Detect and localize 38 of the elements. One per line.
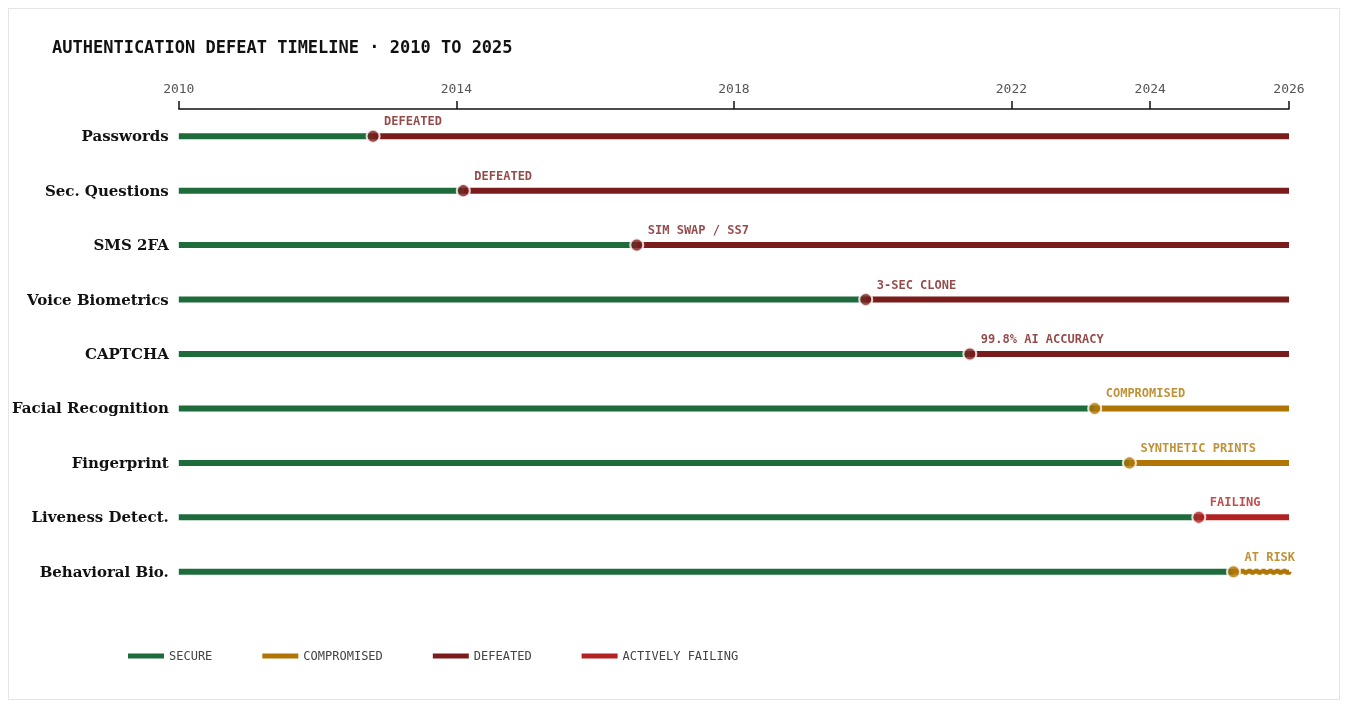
legend-label: SECURE (169, 649, 213, 663)
legend-label: ACTIVELY FAILING (622, 649, 739, 663)
y-tick-label: Fingerprint (71, 453, 169, 472)
point (1087, 400, 1103, 416)
annotation: SIM SWAP / SS7 (647, 223, 749, 238)
annotation: DEFEATED (384, 114, 442, 129)
annotation: COMPROMISED (1105, 386, 1186, 401)
x-tick-label: 2024 (1134, 81, 1167, 96)
x-tick-label: 2010 (163, 81, 195, 96)
point (1191, 509, 1207, 525)
point (629, 237, 645, 253)
y-tick-label: Voice Biometrics (26, 290, 169, 309)
annotation: AT RISK (1244, 549, 1296, 564)
x-tick-label: 2018 (718, 81, 750, 96)
legend-label: DEFEATED (473, 649, 532, 663)
annotation: FAILING (1209, 495, 1261, 510)
y-tick-label: Passwords (81, 127, 169, 146)
x-tick-label: 2014 (440, 81, 473, 96)
point (858, 292, 874, 308)
point (365, 128, 381, 144)
point (455, 183, 471, 199)
point (962, 346, 978, 362)
y-tick-label: Sec. Questions (44, 181, 169, 200)
x-tick-label: 2026 (1273, 81, 1305, 96)
y-tick-label: Liveness Detect. (31, 508, 169, 527)
point (1121, 455, 1137, 471)
y-tick-label: Behavioral Bio. (39, 562, 169, 581)
x-tick-label: 2022 (995, 81, 1028, 96)
y-tick-label: CAPTCHA (85, 345, 170, 363)
legend-label: COMPROMISED (303, 649, 383, 663)
annotation: 99.8% AI ACCURACY (980, 332, 1105, 346)
y-tick-label: Facial Recognition (12, 399, 169, 418)
annotation: DEFEATED (474, 168, 533, 183)
y-tick-label: SMS 2FA (93, 236, 170, 255)
point (1226, 564, 1241, 580)
annotation: 3-SEC CLONE (876, 277, 957, 292)
annotation: SYNTHETIC PRINTS (1140, 440, 1256, 455)
chart-title: AUTHENTICATION DEFEAT TIMELINE · 2010 TO 2025 (52, 36, 513, 57)
